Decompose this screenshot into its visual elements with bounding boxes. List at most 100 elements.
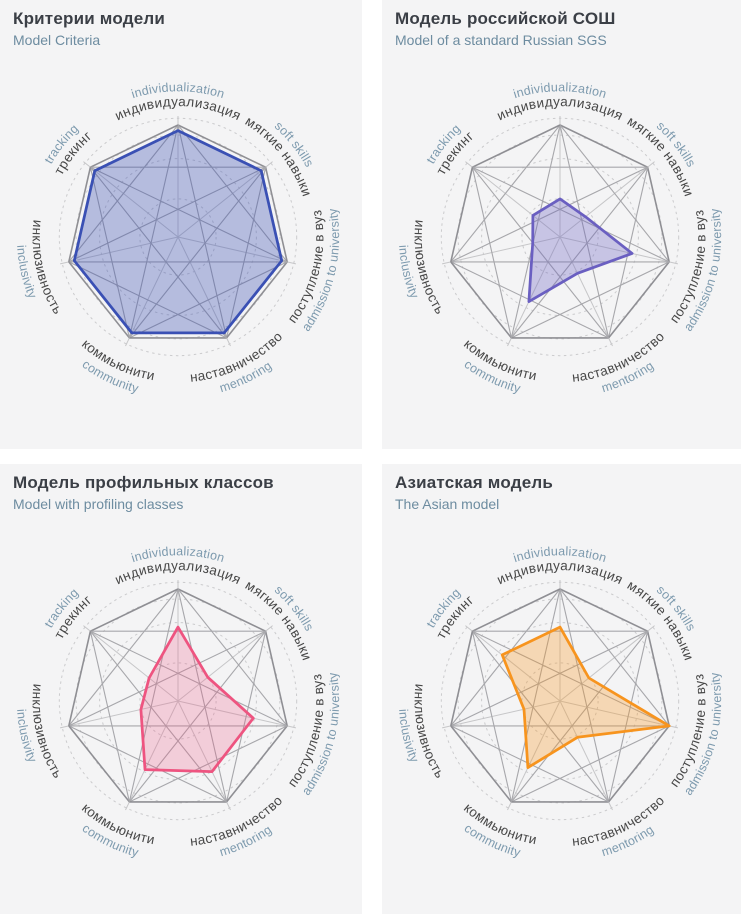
panel-subtitle: Model of a standard Russian SGS [395,32,607,48]
web-diagonal [450,124,561,263]
web-diagonal [471,166,610,339]
grid-circle [457,598,663,804]
radar-chart-profiling: индивидуализацияindividualizationмягкие … [14,544,342,860]
web-diagonal [471,631,512,803]
axis-spoke [125,236,179,347]
web-diagonal [511,725,670,803]
web-diagonal [68,588,179,727]
web-edge [559,588,648,632]
web-edge [450,725,513,803]
panel-subtitle: The Asian model [395,496,500,512]
web-diagonal [510,166,649,339]
axis-label-ru-5: инклюзивность [30,683,66,781]
grid-circle [139,198,217,276]
web-edge [607,725,670,803]
web-diagonal [510,588,561,803]
web-edge [607,261,670,339]
axis-spoke [83,625,179,702]
axis-spoke [559,700,613,811]
axis-label-en-0: individualization [512,544,609,565]
web-diagonal [128,630,267,803]
profiling-data-polygon [139,625,255,773]
radar-chart-asian: индивидуализацияindividualizationмягкие … [396,544,724,860]
panel-title: Азиатская модель [395,473,554,492]
web-diagonal [510,630,649,803]
axis-spoke [125,700,179,811]
web-edge [68,167,92,263]
web-diagonal [129,725,288,803]
web-diagonal [472,630,670,727]
axis-spoke [83,161,179,238]
web-edge [68,631,92,727]
web-diagonal [68,725,227,803]
web-edge [646,631,670,727]
web-edge [472,124,561,168]
panel-russian-sgs: Модель российской СОШ Model of a standar… [382,0,741,449]
web-edge [225,725,288,803]
web-diagonal [450,588,561,727]
grid-circle [457,134,663,340]
web-diagonal [177,588,228,803]
web-diagonal [608,631,649,803]
web-diagonal [450,630,648,727]
criteria-data-polygon [72,129,284,335]
web-diagonal [68,630,266,727]
axis-spoke [177,700,297,729]
panel-title: Критерии модели [13,9,166,28]
axis-label-en-0: individualization [512,80,609,101]
web-diagonal [608,167,649,339]
radar-chart-russian-sgs: индивидуализацияindividualizationмягкие … [396,80,724,396]
axis-spoke [441,236,561,265]
grid-circle [99,622,257,780]
web-diagonal [450,725,609,803]
panel-subtitle: Model with profiling classes [13,496,184,512]
web-diagonal [90,166,288,263]
axis-spoke [59,236,179,265]
web-diagonal [226,631,267,803]
axis-label-ru-5: инклюзивность [30,219,66,317]
panel-title: Модель российской СОШ [395,9,616,28]
web-diagonal [511,261,670,339]
grid-circle [521,198,599,276]
web-edge [450,631,474,727]
web-diagonal [128,124,179,339]
panel-subtitle: Model Criteria [13,32,101,48]
axis-spoke [177,236,231,347]
axis-spoke [559,161,655,238]
web-edge [472,588,561,632]
russian-sgs-data-polygon [527,197,634,303]
web-edge [559,124,648,168]
web-edge [90,588,179,632]
panel-model-criteria: Критерии модели Model Criteria индивидуа… [0,0,362,449]
web-edge [450,261,513,339]
grid-circle [481,158,639,316]
web-diagonal [129,261,288,339]
grid-circle [75,134,281,340]
panel-header: Критерии модели Model Criteria [13,9,165,48]
panel-header: Азиатская модель The Asian model [395,473,553,512]
panel-profiling-classes: Модель профильных классов Model with pro… [0,464,362,914]
web-diagonal [226,167,267,339]
axis-spoke [177,700,231,811]
axis-spoke [465,161,561,238]
axis-spoke [59,700,179,729]
axis-spoke [559,700,679,729]
web-diagonal [89,167,130,339]
axis-spoke [507,700,561,811]
web-diagonal [68,261,227,339]
web-edge [450,167,474,263]
panel-header: Модель профильных классов Model with pro… [13,473,274,512]
web-diagonal [128,166,267,339]
web-diagonal [177,588,288,727]
web-diagonal [177,124,288,263]
axis-label-ru-5: инклюзивность [412,219,448,317]
radar-chart-criteria: индивидуализацияindividualizationмягкие … [14,80,342,396]
web-edge [90,124,179,168]
web-diagonal [471,630,610,803]
panel-asian-model: Азиатская модель The Asian model индивид… [382,464,741,914]
axis-spoke [441,700,561,729]
web-diagonal [559,124,670,263]
web-edge [264,167,288,263]
web-diagonal [68,124,179,263]
grid-circle [99,158,257,316]
